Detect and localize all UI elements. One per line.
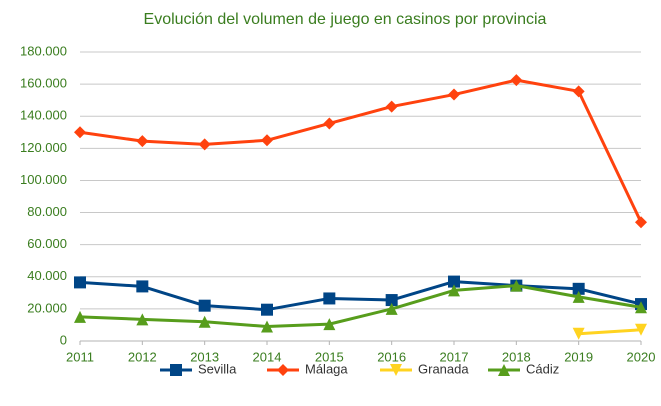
series-line [79,284,642,329]
marker [136,313,149,326]
y-tick-label: 40.000 [27,268,67,283]
x-tick-label: 2011 [66,349,94,364]
marker [261,320,273,333]
legend-label: Sevilla [198,361,237,376]
series-line [578,328,642,336]
y-tick-label: 80.000 [27,204,67,219]
x-tick-label: 2016 [377,349,406,364]
x-tick-label: 2015 [315,349,344,364]
marker [448,284,460,297]
marker [261,134,273,147]
marker [635,301,647,314]
marker [170,364,182,376]
marker [385,294,398,307]
y-tick-label: 60.000 [27,236,67,251]
marker [390,364,402,376]
marker [448,88,460,101]
marker [74,276,86,289]
marker [323,117,336,130]
marker [635,216,647,229]
marker [572,327,585,340]
marker [572,85,585,98]
marker [510,279,523,292]
marker [385,302,398,315]
marker [74,126,86,139]
series-line [79,78,643,223]
y-tick-label: 120.000 [20,140,67,155]
y-tick-label: 0 [60,332,67,347]
marker [261,303,273,316]
legend-label: Málaga [305,361,348,376]
x-tick-label: 2018 [502,349,531,364]
marker [277,364,289,376]
y-tick-label: 140.000 [20,108,67,123]
y-tick-label: 180.000 [20,43,67,58]
x-tick-label: 2017 [440,349,469,364]
marker [448,275,460,288]
series-line [79,280,642,312]
y-tick-label: 160.000 [20,76,67,91]
marker [74,310,86,323]
marker [198,315,211,328]
y-tick-label: 20.000 [27,300,67,315]
legend-label: Cádiz [526,361,559,376]
marker [572,290,585,303]
marker [198,138,211,151]
x-tick-label: 2014 [253,349,282,364]
x-tick-label: 2019 [564,349,593,364]
marker [136,135,149,148]
legend-label: Granada [418,361,469,376]
y-tick-label: 100.000 [20,172,67,187]
marker [572,282,585,295]
marker [136,280,149,293]
x-tick-label: 2020 [627,349,656,364]
marker [385,100,398,113]
marker [498,364,510,376]
marker [198,299,211,312]
chart-title: Evolución del volumen de juego en casino… [144,11,547,28]
x-tick-label: 2012 [128,349,157,364]
marker [510,74,523,87]
marker [323,318,336,331]
marker [635,323,647,336]
marker [323,292,336,305]
x-tick-label: 2013 [190,349,219,364]
